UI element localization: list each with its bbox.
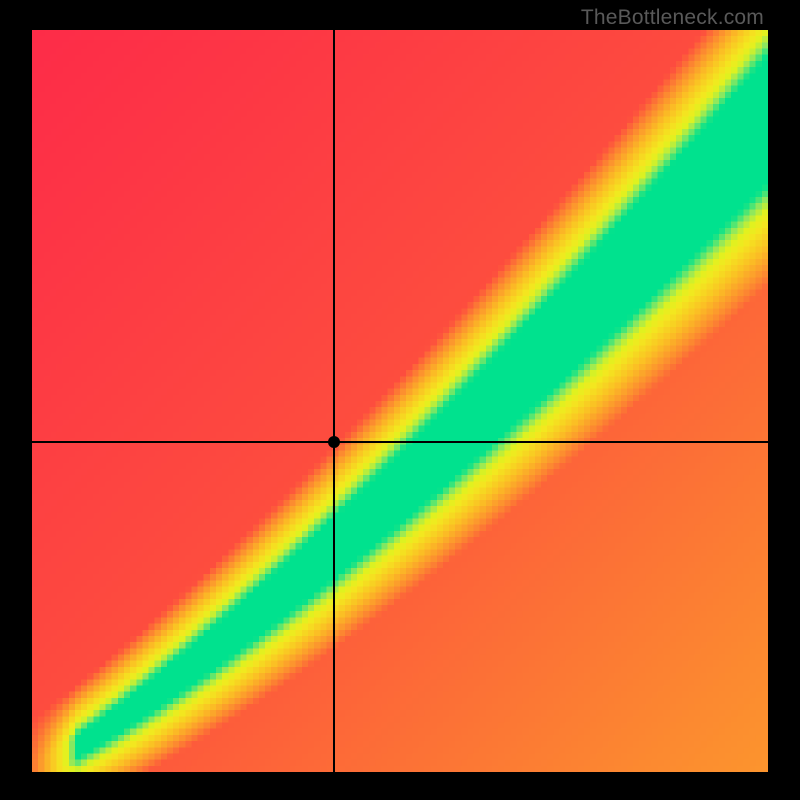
heatmap-plot-area [32,30,768,772]
crosshair-vertical [333,30,335,772]
crosshair-horizontal [32,441,768,443]
crosshair-marker [328,436,340,448]
watermark-text: TheBottleneck.com [581,6,764,30]
heatmap-canvas [32,30,768,772]
